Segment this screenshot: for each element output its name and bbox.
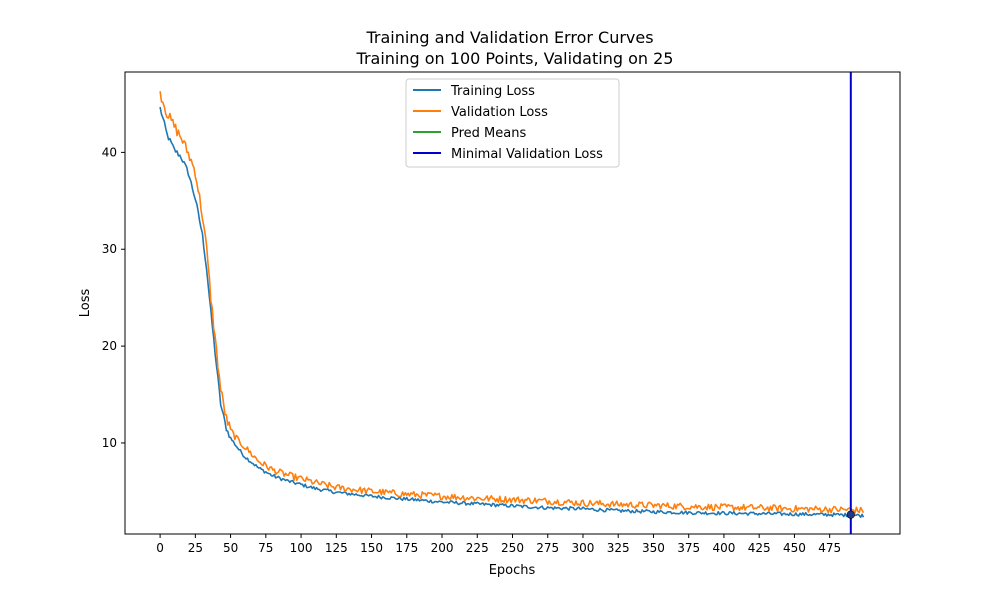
x-tick-label: 425: [748, 541, 771, 555]
y-tick-label: 40: [102, 145, 117, 159]
y-tick-label: 30: [102, 242, 117, 256]
x-tick-label: 175: [395, 541, 418, 555]
minimal-validation-loss-marker: [846, 510, 855, 519]
legend-label-validation-loss: Validation Loss: [451, 105, 548, 120]
x-tick-label: 200: [431, 541, 454, 555]
x-tick-label: 450: [783, 541, 806, 555]
x-tick-label: 250: [501, 541, 524, 555]
x-tick-label: 100: [290, 541, 313, 555]
chart-subtitle: Training on 100 Points, Validating on 25: [356, 49, 674, 68]
x-tick-label: 475: [818, 541, 841, 555]
x-tick-label: 350: [642, 541, 665, 555]
y-tick-label: 10: [102, 436, 117, 450]
x-tick-label: 375: [677, 541, 700, 555]
x-tick-label: 50: [223, 541, 238, 555]
series-layer: [159, 72, 865, 534]
x-tick-label: 125: [325, 541, 348, 555]
axes-layer: 0 25 50 75 100 125 150 175 200 225 250 275 300 325 350…: [102, 71, 901, 555]
x-tick-label: 0: [156, 541, 164, 555]
x-tick-label: 75: [258, 541, 273, 555]
y-tick-label: 20: [102, 339, 117, 353]
legend-label-training-loss: Training Loss: [450, 84, 535, 99]
series-line-validation-loss: [159, 91, 865, 514]
legend: Training Loss Validation Loss Pred Means Mi…: [405, 78, 620, 168]
legend-label-minimal-validation-loss: Minimal Validation Loss: [451, 147, 603, 162]
x-tick-label: 25: [188, 541, 203, 555]
x-tick-label: 400: [712, 541, 735, 555]
x-tick-label: 225: [466, 541, 489, 555]
y-axis-label: Loss: [78, 289, 93, 318]
legend-box: [405, 78, 620, 168]
series-line-training-loss: [159, 106, 865, 519]
x-tick-label: 325: [607, 541, 630, 555]
chart-title: Training and Validation Error Curves: [365, 28, 653, 47]
x-tick-label: 275: [536, 541, 559, 555]
legend-label-pred-means: Pred Means: [451, 126, 526, 141]
x-tick-label: 150: [360, 541, 383, 555]
x-tick-label: 300: [572, 541, 595, 555]
x-axis-label: Epochs: [489, 563, 536, 578]
